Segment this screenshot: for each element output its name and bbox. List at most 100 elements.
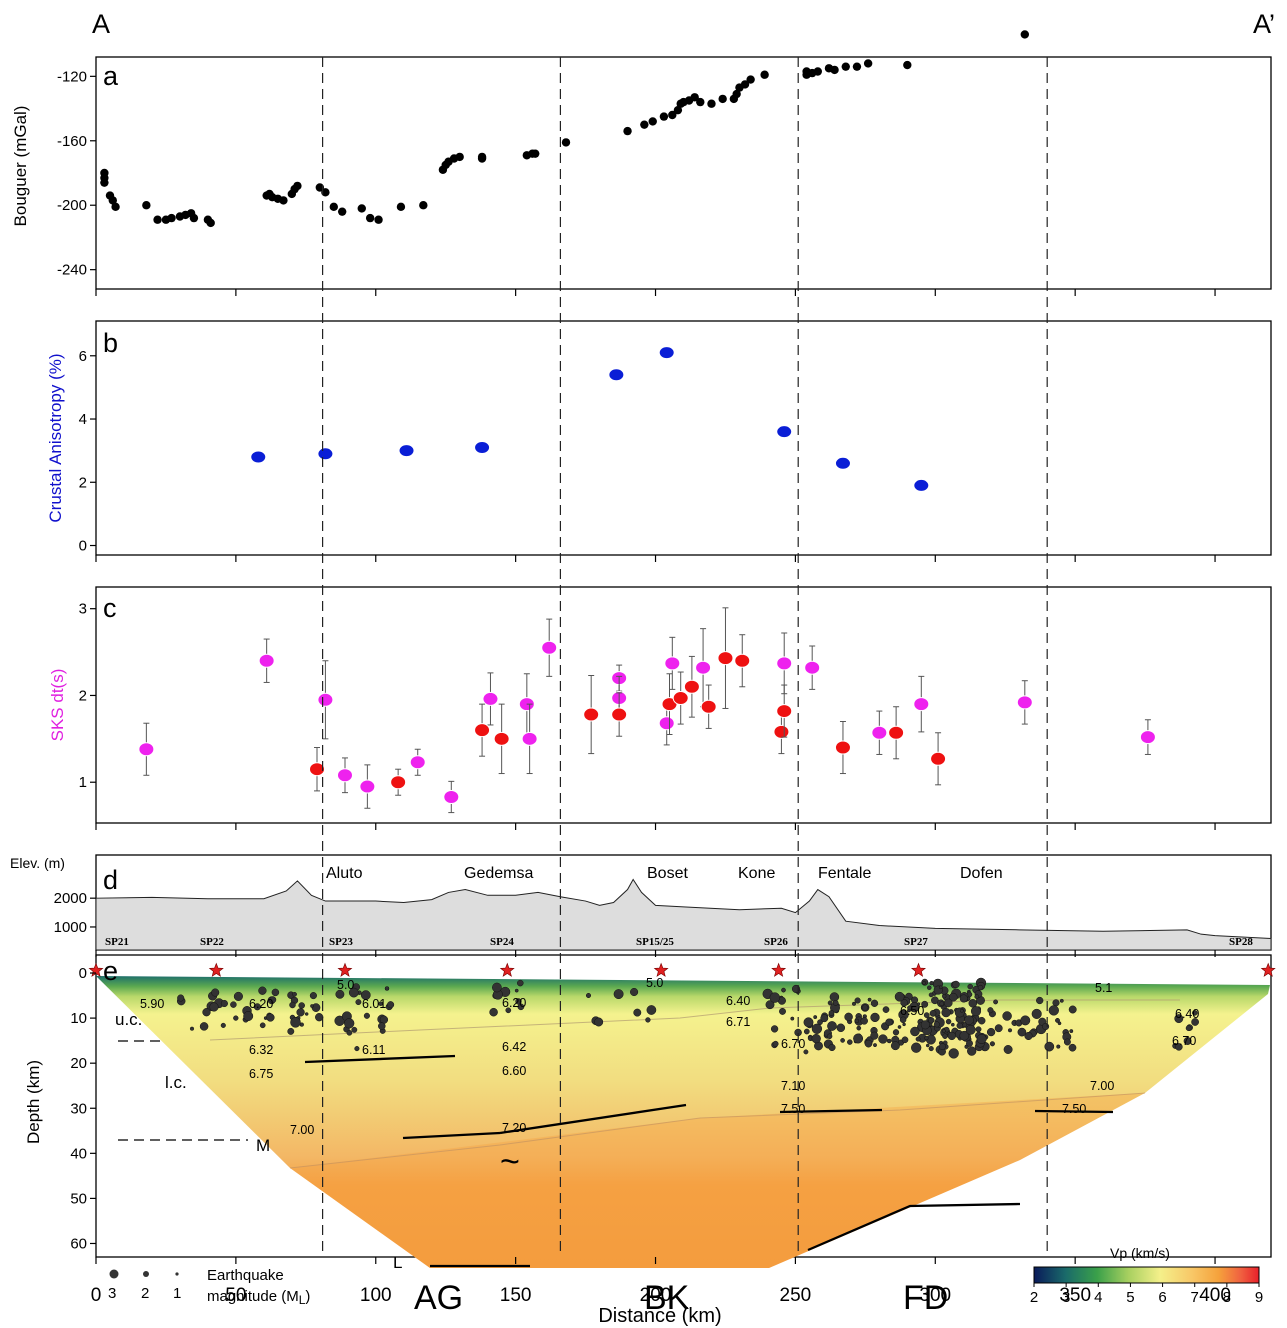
bouguer-point-56 — [718, 94, 727, 104]
bouguer-point-39 — [477, 154, 487, 163]
shot-point-star-3 — [499, 962, 515, 977]
earthquake-259 — [929, 980, 934, 986]
anisotropy-point-6 — [776, 425, 793, 439]
volcano-label-1: Gedemsa — [464, 865, 533, 882]
elevation-axis-label: Elev. (m) — [10, 855, 65, 871]
earthquake-181 — [864, 1039, 873, 1048]
sks-point-1-2 — [474, 723, 491, 738]
bouguer-point-37 — [455, 152, 464, 162]
velocity-label-0: 5.90 — [140, 997, 164, 1011]
earthquake-326 — [1063, 1038, 1071, 1046]
earthquake-131 — [867, 997, 872, 1002]
bouguer-point-28 — [357, 204, 366, 213]
sks-point-0-10 — [541, 640, 558, 655]
magnitude-1-label: 1 — [173, 1285, 181, 1302]
velocity-label-20: 7.50 — [1062, 1102, 1086, 1116]
earthquake-91 — [765, 1000, 775, 1010]
earthquake-28 — [304, 1012, 309, 1016]
earthquake-61 — [387, 1001, 395, 1009]
earthquake-133 — [915, 1036, 921, 1042]
earthquake-286 — [954, 1007, 965, 1018]
earthquake-178 — [886, 1038, 892, 1044]
earthquake-47 — [355, 999, 362, 1006]
ytick-label-a-0: -120 — [57, 68, 87, 85]
earthquake-311 — [1048, 1005, 1059, 1016]
sks-point-0-5 — [409, 755, 426, 770]
interface-lower-moho — [289, 1092, 1146, 1169]
earthquake-32 — [202, 1008, 211, 1017]
bouguer-point-44 — [623, 126, 632, 136]
earthquake-275 — [943, 998, 953, 1008]
panel-frame-c — [95, 586, 1272, 824]
reflector-segments — [304, 1054, 1114, 1268]
velocity-label-15: 6.70 — [781, 1037, 805, 1051]
velocity-label-21: 5.1 — [1095, 981, 1112, 995]
tilde-symbol: ~ — [500, 1143, 520, 1181]
earthquake-40 — [259, 1022, 266, 1029]
panel-e-letter: e — [103, 956, 118, 986]
velocity-label-12: 5.0 — [646, 976, 663, 990]
earthquake-70 — [514, 988, 519, 993]
earthquake-96 — [813, 1015, 818, 1020]
station-label-7: SP28 — [1229, 936, 1253, 948]
region-ag-label: AG — [414, 1279, 463, 1317]
velocity-label-8: 6.42 — [502, 1040, 526, 1054]
earthquake-94 — [803, 1028, 810, 1035]
earthquake-95 — [770, 1025, 779, 1033]
upper-mantle-region — [290, 1093, 1145, 1268]
earthquake-73 — [492, 982, 502, 993]
earthquake-155 — [870, 1031, 879, 1040]
earthquake-79 — [630, 987, 639, 997]
ytick-label-b-3: 6 — [79, 348, 87, 365]
earthquake-303 — [1007, 1028, 1013, 1033]
shot-point-star-4 — [653, 962, 669, 977]
earthquake-34 — [189, 1026, 195, 1031]
anisotropy-point-5 — [658, 346, 675, 360]
earthquake-106 — [811, 1023, 823, 1034]
earthquake-25 — [253, 1003, 261, 1011]
earthquake-35 — [209, 1002, 219, 1012]
earthquake-31 — [287, 1027, 295, 1035]
bouguer-point-71 — [863, 59, 873, 68]
earthquake-306 — [1044, 1041, 1055, 1052]
magnitude-legend: 3 2 1 Earthquake magnitude (ML) — [108, 1267, 310, 1307]
bouguer-panel: a Bouguer (mGal) -120 -160 -200 -240 — [11, 30, 1030, 279]
bouguer-point-23 — [293, 181, 302, 191]
earthquake-174 — [885, 1018, 893, 1026]
velocity-colorbar: Vp (km/s) 2 3 4 5 6 7 8 9 — [1030, 1245, 1263, 1306]
velocity-label-5: 6.75 — [249, 1067, 273, 1081]
bouguer-point-2 — [100, 178, 109, 187]
earthquake-63 — [378, 1001, 383, 1006]
bouguer-point-20 — [279, 196, 288, 205]
bouguer-point-5 — [111, 202, 120, 212]
upper-crust-label: u.c. — [115, 1010, 142, 1029]
velocity-label-19: 7.00 — [1090, 1079, 1114, 1093]
sks-point-1-3 — [493, 731, 510, 746]
earthquake-43 — [243, 1011, 254, 1022]
shot-point-star-7 — [1260, 962, 1276, 977]
colorbar-title: Vp (km/s) — [1110, 1245, 1170, 1261]
earthquake-51 — [360, 990, 371, 1000]
station-label-6: SP27 — [904, 936, 928, 948]
shot-points — [88, 962, 1276, 977]
earthquake-141 — [870, 999, 879, 1007]
earthquake-278 — [974, 994, 980, 1000]
sks-point-0-15 — [695, 660, 712, 675]
earthquake-114 — [820, 1014, 829, 1023]
earthquake-327 — [1002, 1011, 1012, 1021]
anisotropy-axis-label: Crustal Anisotropy (%) — [46, 353, 65, 522]
earthquake-136 — [854, 997, 861, 1004]
xtick-label-5: 250 — [780, 1285, 812, 1306]
velocity-label-6: 7.00 — [290, 1123, 314, 1137]
magnitude-3-label: 3 — [108, 1285, 116, 1302]
earthquake-268 — [938, 1043, 946, 1051]
velocity-label-14: 6.71 — [726, 1015, 750, 1029]
volcano-label-0: Aluto — [326, 865, 363, 882]
sks-point-0-7 — [482, 691, 499, 706]
earthquake-113 — [790, 1016, 795, 1021]
bouguer-point-47 — [659, 112, 669, 121]
sks-axis-label: SKS dt(s) — [48, 669, 67, 742]
ytick-label-a-1: -160 — [57, 133, 87, 150]
ytick-label-c-2: 3 — [79, 601, 87, 618]
